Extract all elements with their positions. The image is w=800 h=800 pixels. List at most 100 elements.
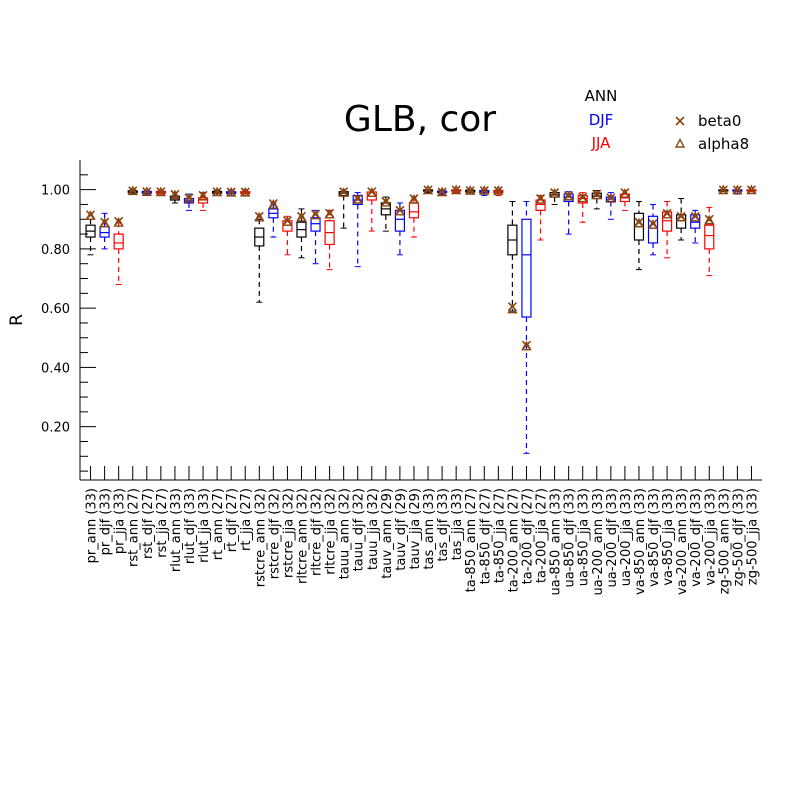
alpha8-marker bbox=[183, 193, 195, 203]
x-tick-label: rst_djf (27) bbox=[141, 488, 156, 559]
alpha8-marker bbox=[408, 194, 420, 204]
box-iqr bbox=[521, 218, 532, 318]
beta0-marker bbox=[718, 185, 728, 195]
box-rt-ann-27 bbox=[211, 186, 223, 197]
box-rt-jja-27 bbox=[240, 186, 251, 197]
y-tick-label: 0.80 bbox=[41, 243, 70, 258]
x-tick-label: tas_ann (33) bbox=[422, 488, 437, 570]
alpha8-marker bbox=[507, 303, 518, 314]
box-iqr bbox=[676, 214, 687, 229]
x-tick-label: tauv_djf (29) bbox=[394, 488, 409, 571]
box-tauv-ann-29 bbox=[380, 196, 392, 232]
x-tick-label: tauu_ann (32) bbox=[338, 488, 353, 579]
alpha8-marker bbox=[113, 217, 124, 227]
x-tick-label: rt_djf (27) bbox=[225, 488, 240, 552]
beta0-marker bbox=[732, 185, 742, 195]
legend-alpha8-symbol bbox=[674, 138, 686, 148]
x-tick-label: rst_jja (27) bbox=[155, 488, 170, 558]
y-tick-label: 0.20 bbox=[41, 421, 70, 436]
box-pr-djf-33 bbox=[99, 212, 110, 250]
x-tick-label: ta-850_jja (27) bbox=[492, 488, 507, 583]
box-va-850-ann-33 bbox=[633, 200, 645, 271]
x-tick-label: rlut_ann (33) bbox=[169, 488, 184, 572]
x-tick-label: ta-200_ann (27) bbox=[506, 488, 521, 592]
legend-jja: JJA bbox=[591, 134, 612, 152]
x-tick-label: rstcre_djf (32) bbox=[267, 488, 282, 579]
alpha8-marker bbox=[127, 185, 138, 196]
box-rlut-djf-33 bbox=[183, 193, 195, 211]
legend-alpha8: alpha8 bbox=[698, 135, 749, 153]
x-tick-label: tas_jja (33) bbox=[450, 488, 465, 560]
box-iqr bbox=[563, 193, 574, 203]
x-tick-label: va-850_jja (33) bbox=[661, 488, 676, 586]
box-ua-850-ann-33 bbox=[549, 188, 560, 205]
box-rstcre-djf-32 bbox=[268, 198, 279, 238]
x-tick-label: va-200_ann (33) bbox=[675, 488, 690, 595]
x-tick-label: rt_jja (27) bbox=[239, 488, 254, 551]
beta0-marker bbox=[451, 185, 461, 195]
x-tick-label: rlut_djf (33) bbox=[183, 488, 198, 564]
box-rltcre-djf-32 bbox=[310, 209, 321, 265]
box-ta-200-jja-27 bbox=[535, 193, 546, 241]
box-zg-500-ann-33 bbox=[718, 184, 729, 195]
box-pr-ann-33 bbox=[85, 210, 96, 256]
box-rstcre-jja-32 bbox=[282, 215, 293, 256]
alpha8-marker bbox=[338, 187, 349, 197]
beta0-marker bbox=[423, 185, 433, 195]
alpha8-marker bbox=[704, 214, 715, 225]
alpha8-marker bbox=[282, 216, 293, 226]
box-tas-jja-33 bbox=[450, 184, 462, 195]
alpha8-marker bbox=[549, 188, 560, 198]
x-tick-label: ua-200_jja (33) bbox=[619, 488, 634, 586]
x-tick-label: ua-200_djf (33) bbox=[605, 488, 620, 587]
box-iqr bbox=[661, 211, 673, 232]
alpha8-marker bbox=[577, 192, 588, 203]
box-ta-200-djf-27 bbox=[521, 200, 532, 454]
alpha8-marker bbox=[605, 193, 617, 203]
box-iqr bbox=[99, 226, 110, 238]
alpha8-marker bbox=[169, 189, 181, 200]
box-ua-850-jja-33 bbox=[577, 192, 588, 223]
y-tick-label: 0.60 bbox=[41, 302, 70, 317]
y-tick-label: 1.00 bbox=[41, 184, 70, 199]
x-tick-label: zg-500_ann (33) bbox=[717, 488, 732, 594]
box-va-200-djf-33 bbox=[690, 209, 701, 244]
alpha8-marker bbox=[436, 186, 448, 197]
x-tick-label: pr_djf (33) bbox=[99, 488, 114, 555]
box-rltcre-jja-32 bbox=[324, 208, 335, 271]
x-tick-label: tauv_ann (29) bbox=[380, 488, 395, 579]
box-iqr bbox=[310, 217, 321, 232]
box-tas-ann-33 bbox=[422, 184, 434, 195]
box-iqr bbox=[577, 194, 588, 204]
alpha8-marker bbox=[99, 217, 110, 228]
alpha8-marker bbox=[521, 340, 532, 351]
x-tick-label: tauu_jja (32) bbox=[366, 488, 381, 570]
alpha8-marker bbox=[296, 211, 307, 222]
alpha8-marker bbox=[493, 185, 504, 195]
alpha8-marker bbox=[465, 185, 476, 195]
x-tick-label: rt_ann (27) bbox=[211, 488, 226, 560]
chart-title: GLB, cor bbox=[344, 99, 496, 140]
x-tick-label: va-200_jja (33) bbox=[703, 488, 718, 586]
x-tick-label: zg-500_jja (33) bbox=[745, 488, 760, 585]
box-tauv-djf-29 bbox=[394, 202, 406, 256]
y-axis-label: R bbox=[7, 314, 27, 326]
beta0-marker bbox=[746, 185, 757, 195]
alpha8-marker bbox=[225, 186, 237, 197]
x-tick-label: ta-200_djf (27) bbox=[520, 488, 535, 584]
box-va-200-ann-33 bbox=[675, 198, 687, 241]
beta0-marker bbox=[493, 185, 503, 196]
alpha8-marker bbox=[675, 211, 687, 222]
x-tick-label: rstcre_jja (32) bbox=[281, 488, 296, 578]
alpha8-marker bbox=[324, 208, 335, 219]
alpha8-marker bbox=[661, 208, 673, 219]
box-rst-jja-27 bbox=[155, 186, 167, 197]
beta0-marker bbox=[128, 186, 138, 196]
x-tick-label: rst_ann (27) bbox=[127, 488, 142, 567]
x-tick-label: ta-850_djf (27) bbox=[478, 488, 493, 584]
alpha8-marker bbox=[535, 194, 546, 204]
x-tick-label: zg-500_djf (33) bbox=[731, 488, 746, 586]
box-tauu-djf-32 bbox=[352, 192, 363, 268]
alpha8-marker bbox=[563, 190, 574, 201]
